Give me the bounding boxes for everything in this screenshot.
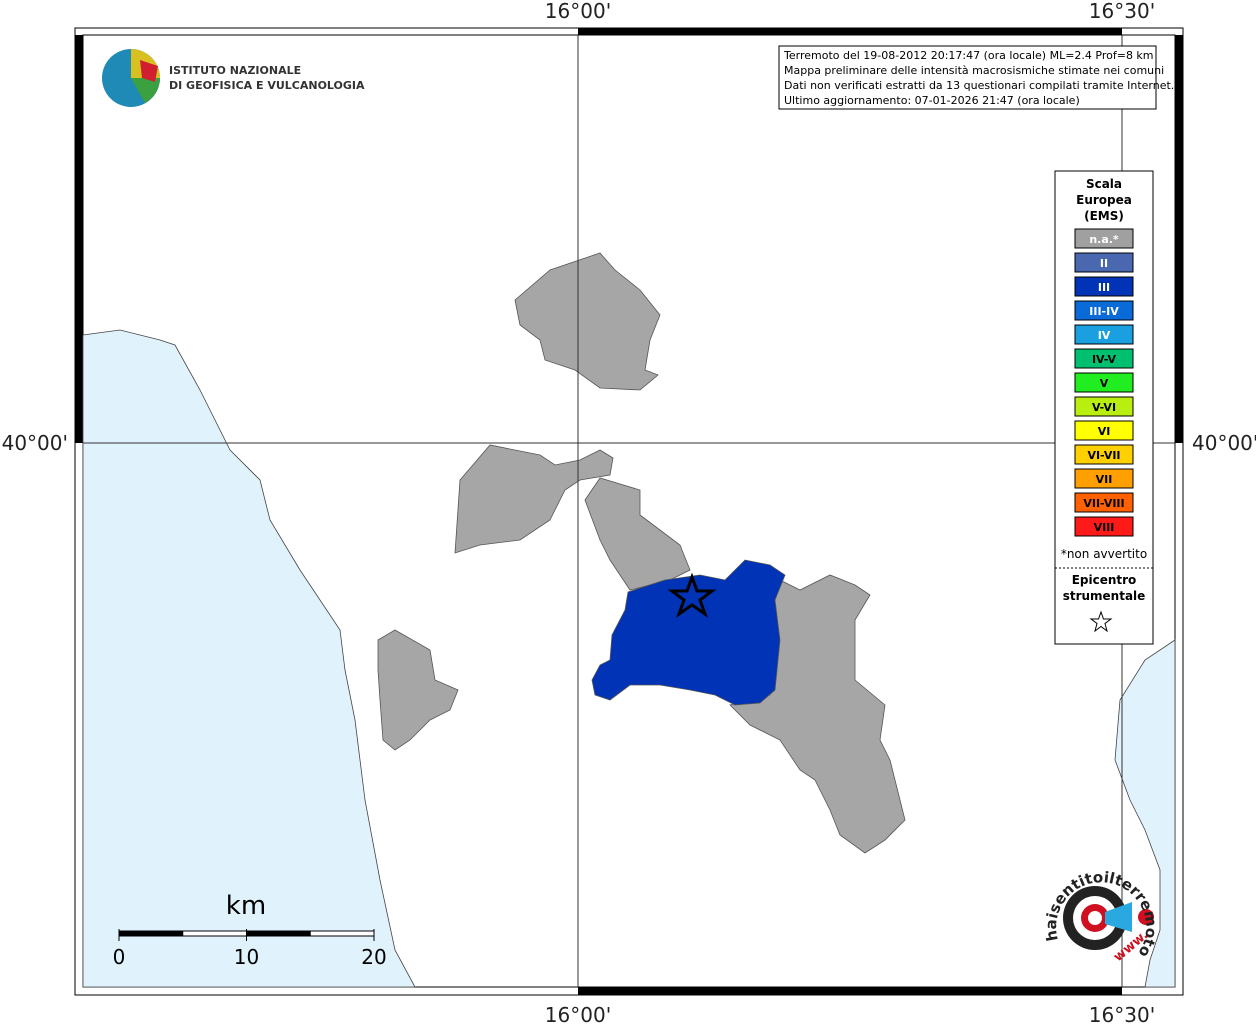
lat-label: 40°00' — [2, 431, 68, 455]
municipalities — [377, 252, 906, 854]
legend-label: II — [1100, 257, 1108, 270]
info-line: Mappa preliminare delle intensità macros… — [784, 64, 1164, 77]
scale-bar: km 0 10 20 — [113, 891, 387, 969]
municipality — [454, 444, 614, 554]
municipality — [584, 477, 691, 591]
scale-segment — [118, 930, 184, 937]
legend-swatch — [1074, 468, 1134, 489]
legend-label: III — [1098, 281, 1110, 294]
lon-label: 16°00' — [545, 1003, 611, 1024]
scale-segment — [309, 930, 375, 937]
logo-globe — [131, 78, 160, 103]
legend-swatch — [1074, 276, 1134, 297]
epicenter — [667, 572, 717, 618]
info-line: Terremoto del 19-08-2012 20:17:47 (ora l… — [783, 49, 1154, 62]
legend-swatch — [1074, 492, 1134, 513]
badge-target — [1088, 911, 1102, 925]
ingv-logo: ISTITUTO NAZIONALE DI GEOFISICA E VULCAN… — [102, 49, 365, 107]
legend-label: IV-V — [1092, 353, 1117, 366]
legend-swatch — [1074, 300, 1134, 321]
info-line: Ultimo aggiornamento: 07-01-2026 21:47 (… — [784, 94, 1080, 107]
municipality — [377, 629, 459, 751]
municipality — [514, 252, 661, 391]
legend-swatch — [1074, 516, 1134, 537]
legend-title: Europea — [1076, 193, 1132, 207]
legend-label: VI — [1098, 425, 1111, 438]
scale-label: 0 — [113, 945, 126, 969]
legend: Scala Europea (EMS) *non avvertito Epice… — [1054, 170, 1154, 645]
badge-speaker — [1105, 902, 1132, 932]
frame-stripe — [578, 987, 1122, 995]
legend-swatch — [1074, 252, 1134, 273]
municipality-intensity — [591, 559, 786, 706]
logo-text: ISTITUTO NAZIONALE — [169, 64, 301, 77]
legend-label: VIII — [1094, 521, 1115, 534]
info-box — [778, 45, 1157, 110]
sea — [82, 329, 416, 988]
legend-label: VI-VII — [1087, 449, 1120, 462]
sea — [1114, 639, 1176, 988]
logo-globe — [140, 60, 158, 82]
frame-stripe — [75, 35, 83, 443]
legend-note: *non avvertito — [1061, 547, 1147, 561]
frame-stripe — [578, 28, 1122, 35]
scale-segment — [246, 930, 311, 937]
legend-title: (EMS) — [1084, 209, 1124, 223]
legend-swatch — [1074, 420, 1134, 441]
scale-label: 10 — [234, 945, 259, 969]
legend-swatch — [1074, 324, 1134, 345]
legend-title: Scala — [1086, 177, 1122, 191]
lon-label: 16°00' — [545, 0, 611, 23]
lon-label: 16°30' — [1089, 0, 1155, 23]
legend-label: VII-VIII — [1083, 497, 1124, 510]
legend-epicenter: Epicentro — [1072, 573, 1137, 587]
legend-swatch — [1074, 228, 1134, 249]
legend-swatch — [1074, 348, 1134, 369]
scale-label: 20 — [361, 945, 386, 969]
frame-stripe — [1175, 35, 1183, 443]
badge-dot — [1138, 909, 1154, 925]
legend-swatch — [1074, 396, 1134, 417]
legend-label: V-VI — [1092, 401, 1116, 414]
legend-label: III-IV — [1089, 305, 1119, 318]
lat-label: 40°00' — [1192, 431, 1256, 455]
legend-swatch — [1074, 444, 1134, 465]
legend-label: n.a.* — [1089, 233, 1119, 246]
scale-segment — [182, 930, 247, 937]
legend-label: IV — [1098, 329, 1111, 342]
legend-label: V — [1100, 377, 1109, 390]
logo-text: DI GEOFISICA E VULCANOLOGIA — [169, 79, 365, 92]
lon-label: 16°30' — [1089, 1003, 1155, 1024]
info-line: Dati non verificati estratti da 13 quest… — [784, 79, 1174, 92]
legend-label: VII — [1096, 473, 1113, 486]
legend-swatch — [1074, 372, 1134, 393]
scale-unit: km — [226, 891, 266, 921]
legend-epicenter: strumentale — [1063, 589, 1146, 603]
legend-star — [1089, 610, 1113, 633]
